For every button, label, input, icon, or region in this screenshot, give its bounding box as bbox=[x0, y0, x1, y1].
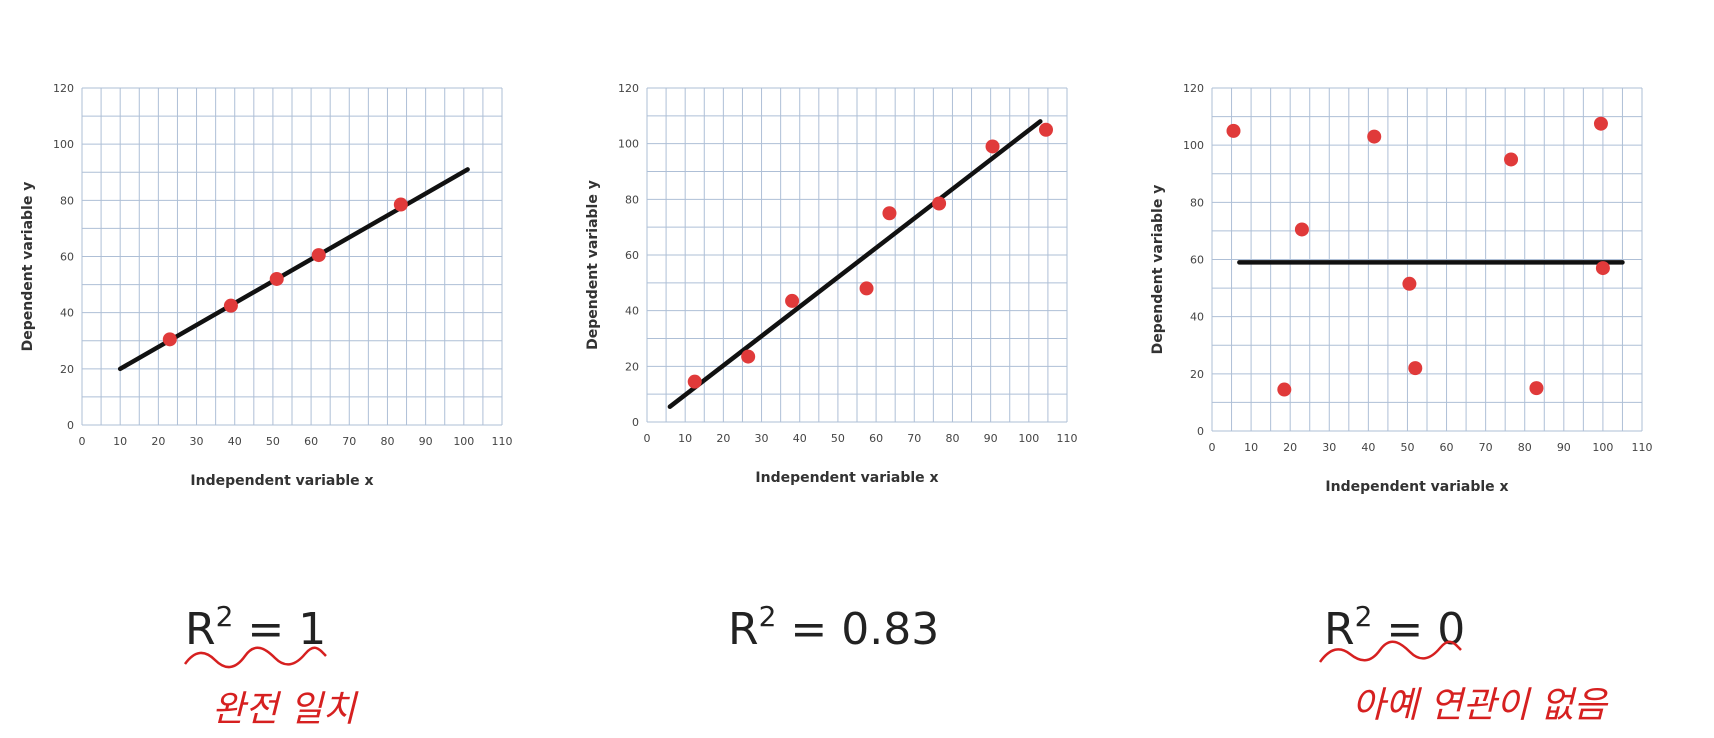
y-tick-label: 80 bbox=[625, 193, 639, 206]
y-tick-label: 60 bbox=[625, 249, 639, 262]
x-tick-label: 100 bbox=[1592, 441, 1613, 454]
data-point bbox=[1595, 261, 1610, 276]
y-tick-label: 20 bbox=[1190, 368, 1204, 381]
data-point bbox=[1039, 122, 1053, 137]
x-tick-label: 10 bbox=[1244, 441, 1258, 454]
r2-label-2: R2 = 0.83 bbox=[728, 600, 940, 655]
x-axis-title: Independent variable x bbox=[190, 473, 373, 489]
handwritten-squiggle-1 bbox=[183, 646, 327, 669]
data-point bbox=[741, 349, 756, 364]
x-tick-label: 0 bbox=[644, 432, 651, 445]
data-point bbox=[859, 281, 874, 296]
y-tick-label: 20 bbox=[625, 360, 639, 373]
x-tick-label: 100 bbox=[453, 435, 474, 448]
data-point bbox=[1408, 361, 1423, 376]
x-tick-label: 70 bbox=[1479, 441, 1493, 454]
data-point bbox=[882, 206, 897, 221]
x-tick-label: 60 bbox=[304, 435, 318, 448]
data-point bbox=[1593, 116, 1608, 131]
x-tick-label: 60 bbox=[1440, 441, 1454, 454]
y-tick-label: 40 bbox=[60, 307, 74, 320]
x-tick-label: 70 bbox=[907, 432, 921, 445]
x-tick-label: 110 bbox=[1632, 441, 1653, 454]
data-point bbox=[162, 332, 177, 347]
x-tick-label: 50 bbox=[831, 432, 845, 445]
data-point bbox=[687, 374, 702, 389]
x-tick-label: 30 bbox=[190, 435, 204, 448]
data-point bbox=[1367, 129, 1382, 144]
x-tick-label: 70 bbox=[342, 435, 356, 448]
fit-line bbox=[117, 167, 470, 372]
y-tick-label: 120 bbox=[53, 82, 74, 95]
handwritten-note-1: 완전 일치 bbox=[212, 689, 356, 730]
y-tick-label: 100 bbox=[1183, 139, 1204, 152]
x-tick-label: 50 bbox=[266, 435, 280, 448]
x-tick-label: 10 bbox=[113, 435, 127, 448]
y-tick-label: 40 bbox=[1190, 311, 1204, 324]
r2-label-1: R2 = 1 bbox=[185, 600, 327, 655]
fit-line bbox=[667, 119, 1043, 409]
x-tick-label: 60 bbox=[869, 432, 883, 445]
data-point bbox=[311, 248, 326, 263]
data-point bbox=[985, 139, 1000, 154]
y-axis-title: Dependent variable y bbox=[20, 182, 36, 352]
x-tick-label: 0 bbox=[1209, 441, 1216, 454]
x-tick-label: 20 bbox=[716, 432, 730, 445]
x-tick-label: 80 bbox=[945, 432, 959, 445]
x-tick-label: 100 bbox=[1018, 432, 1039, 445]
x-tick-label: 110 bbox=[492, 435, 513, 448]
y-tick-label: 20 bbox=[60, 363, 74, 376]
data-point bbox=[1294, 222, 1309, 237]
data-point bbox=[269, 271, 284, 286]
x-tick-label: 20 bbox=[1283, 441, 1297, 454]
data-point bbox=[1226, 123, 1241, 138]
data-point bbox=[1504, 152, 1519, 167]
y-tick-label: 60 bbox=[60, 251, 74, 264]
y-tick-label: 80 bbox=[60, 194, 74, 207]
y-tick-label: 40 bbox=[625, 305, 639, 318]
x-tick-label: 90 bbox=[1557, 441, 1571, 454]
x-tick-label: 80 bbox=[380, 435, 394, 448]
x-tick-label: 20 bbox=[151, 435, 165, 448]
x-tick-label: 90 bbox=[419, 435, 433, 448]
handwritten-squiggle-3 bbox=[1318, 640, 1462, 663]
y-axis-title: Dependent variable y bbox=[1150, 185, 1166, 355]
x-tick-label: 40 bbox=[793, 432, 807, 445]
y-tick-label: 0 bbox=[67, 419, 74, 432]
x-tick-label: 110 bbox=[1057, 432, 1078, 445]
x-tick-label: 50 bbox=[1400, 441, 1414, 454]
x-tick-label: 80 bbox=[1518, 441, 1532, 454]
data-point bbox=[1529, 381, 1544, 396]
x-tick-label: 10 bbox=[678, 432, 692, 445]
y-tick-label: 120 bbox=[618, 82, 639, 95]
x-tick-label: 40 bbox=[228, 435, 242, 448]
data-point bbox=[1277, 382, 1292, 397]
x-tick-label: 30 bbox=[1322, 441, 1336, 454]
x-axis-title: Independent variable x bbox=[755, 470, 938, 486]
data-point bbox=[785, 293, 800, 308]
y-tick-label: 0 bbox=[632, 416, 639, 429]
x-tick-label: 30 bbox=[755, 432, 769, 445]
y-tick-label: 100 bbox=[53, 138, 74, 151]
y-tick-label: 80 bbox=[1190, 196, 1204, 209]
handwritten-note-3: 아예 연관이 없음 bbox=[1352, 685, 1607, 726]
x-tick-label: 40 bbox=[1361, 441, 1375, 454]
y-tick-label: 60 bbox=[1190, 254, 1204, 267]
data-point bbox=[223, 298, 238, 313]
x-tick-label: 90 bbox=[984, 432, 998, 445]
y-tick-label: 0 bbox=[1197, 425, 1204, 438]
y-tick-label: 120 bbox=[1183, 82, 1204, 95]
x-tick-label: 0 bbox=[79, 435, 86, 448]
data-point bbox=[932, 196, 947, 211]
data-point bbox=[393, 197, 408, 212]
r2-label-3: R2 = 0 bbox=[1324, 600, 1466, 655]
y-tick-label: 100 bbox=[618, 138, 639, 151]
x-axis-title: Independent variable x bbox=[1325, 479, 1508, 495]
data-point bbox=[1402, 276, 1417, 291]
y-axis-title: Dependent variable y bbox=[585, 180, 601, 350]
